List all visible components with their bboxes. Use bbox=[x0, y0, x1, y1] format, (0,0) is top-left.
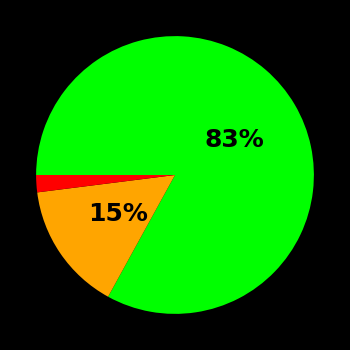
Wedge shape bbox=[36, 175, 175, 192]
Wedge shape bbox=[36, 36, 314, 314]
Wedge shape bbox=[37, 175, 175, 297]
Text: 15%: 15% bbox=[88, 202, 147, 226]
Text: 83%: 83% bbox=[205, 128, 265, 152]
